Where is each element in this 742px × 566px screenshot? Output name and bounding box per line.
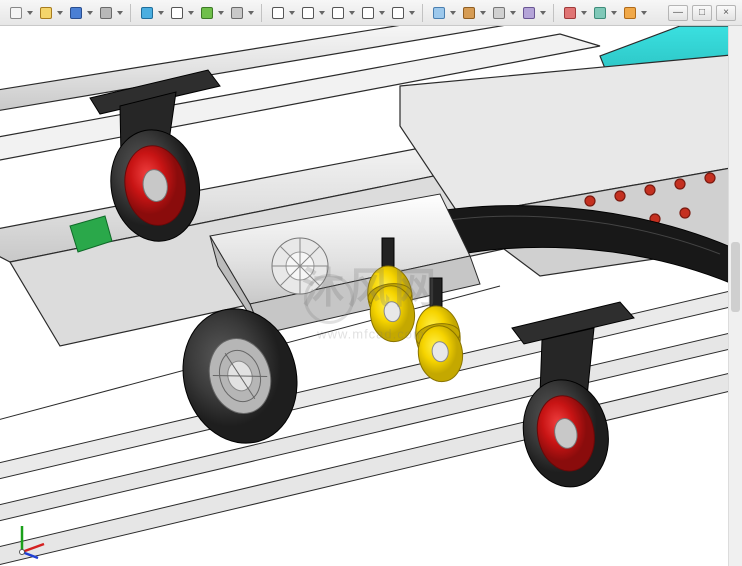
display-button[interactable]: [429, 3, 449, 23]
pan-icon: [331, 6, 345, 20]
dropdown-caret[interactable]: [610, 3, 618, 23]
pan-button[interactable]: [328, 3, 348, 23]
window-controls: — □ ×: [668, 5, 736, 21]
dropdown-caret[interactable]: [348, 3, 356, 23]
vscroll-thumb[interactable]: [731, 242, 740, 312]
rebuild-button[interactable]: [197, 3, 217, 23]
dropdown-caret[interactable]: [509, 3, 517, 23]
model-canvas: [0, 26, 742, 566]
render-icon: [623, 6, 637, 20]
dropdown-caret[interactable]: [247, 3, 255, 23]
dropdown-caret[interactable]: [479, 3, 487, 23]
scene-button[interactable]: [590, 3, 610, 23]
dropdown-caret[interactable]: [217, 3, 225, 23]
dropdown-caret[interactable]: [449, 3, 457, 23]
options-button[interactable]: [227, 3, 247, 23]
edges-icon: [492, 6, 506, 20]
view-button[interactable]: [388, 3, 408, 23]
close-glyph: ×: [723, 7, 729, 18]
rotate-icon: [361, 6, 375, 20]
select-icon: [170, 6, 184, 20]
new-icon: [9, 6, 23, 20]
rotate-button[interactable]: [358, 3, 378, 23]
save-button[interactable]: [66, 3, 86, 23]
render-button[interactable]: [620, 3, 640, 23]
options-icon: [230, 6, 244, 20]
graphics-viewport[interactable]: 沐风网 www.mfcad.com: [0, 26, 742, 566]
select-button[interactable]: [167, 3, 187, 23]
dropdown-caret[interactable]: [26, 3, 34, 23]
display-icon: [432, 6, 446, 20]
scene-icon: [593, 6, 607, 20]
dropdown-caret[interactable]: [640, 3, 648, 23]
undo-button[interactable]: [137, 3, 157, 23]
maximize-button[interactable]: □: [692, 5, 712, 21]
minimize-button[interactable]: —: [668, 5, 688, 21]
dropdown-caret[interactable]: [157, 3, 165, 23]
dropdown-caret[interactable]: [539, 3, 547, 23]
undo-icon: [140, 6, 154, 20]
sprocket: [272, 238, 328, 294]
toolbar-separator: [553, 4, 554, 22]
zoom-area-icon: [301, 6, 315, 20]
vertical-scrollbar[interactable]: [728, 26, 742, 566]
zoom-area-button[interactable]: [298, 3, 318, 23]
rebuild-icon: [200, 6, 214, 20]
dropdown-caret[interactable]: [378, 3, 386, 23]
print-icon: [99, 6, 113, 20]
edges-button[interactable]: [489, 3, 509, 23]
dropdown-caret[interactable]: [288, 3, 296, 23]
toolbar-separator: [261, 4, 262, 22]
appearance-icon: [563, 6, 577, 20]
dropdown-caret[interactable]: [187, 3, 195, 23]
toolbar-separator: [422, 4, 423, 22]
zoom-fit-button[interactable]: [268, 3, 288, 23]
view-icon: [391, 6, 405, 20]
close-button[interactable]: ×: [716, 5, 736, 21]
section-icon: [522, 6, 536, 20]
section-button[interactable]: [519, 3, 539, 23]
zoom-fit-icon: [271, 6, 285, 20]
main-toolbar: — □ ×: [0, 0, 742, 26]
dropdown-caret[interactable]: [86, 3, 94, 23]
toolbar-separator: [130, 4, 131, 22]
appearance-button[interactable]: [560, 3, 580, 23]
shaded-button[interactable]: [459, 3, 479, 23]
dropdown-caret[interactable]: [318, 3, 326, 23]
open-icon: [39, 6, 53, 20]
maximize-glyph: □: [699, 7, 705, 18]
dropdown-caret[interactable]: [580, 3, 588, 23]
minimize-glyph: —: [673, 7, 683, 18]
open-button[interactable]: [36, 3, 56, 23]
dropdown-caret[interactable]: [116, 3, 124, 23]
print-button[interactable]: [96, 3, 116, 23]
shaded-icon: [462, 6, 476, 20]
dropdown-caret[interactable]: [56, 3, 64, 23]
new-button[interactable]: [6, 3, 26, 23]
dropdown-caret[interactable]: [408, 3, 416, 23]
save-icon: [69, 6, 83, 20]
